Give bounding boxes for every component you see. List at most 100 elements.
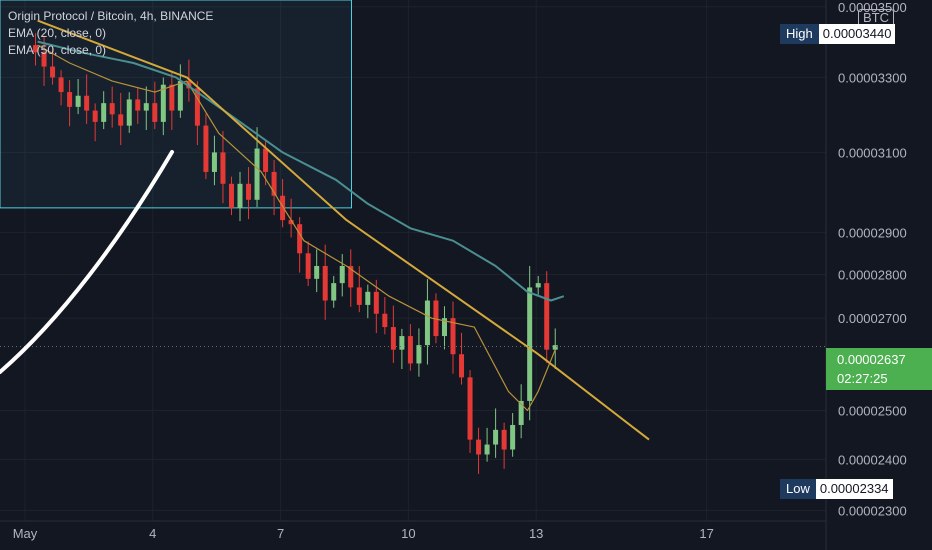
time-tick-label: 13 bbox=[529, 526, 543, 541]
candle-body bbox=[527, 287, 533, 401]
indicator-lines bbox=[0, 19, 826, 441]
high-value: 0.00003440 bbox=[818, 24, 896, 44]
candle-body bbox=[126, 99, 132, 126]
candle-body bbox=[203, 125, 209, 172]
price-tick-label: 0.00002900 bbox=[838, 225, 907, 240]
candle-body bbox=[365, 291, 371, 305]
time-tick-label: 10 bbox=[401, 526, 415, 541]
candle-body bbox=[280, 195, 286, 221]
candle-body bbox=[348, 265, 354, 288]
current-price-tag: 0.00002637 02:27:25 bbox=[826, 348, 932, 390]
ema50-line bbox=[37, 40, 565, 302]
low-label: Low bbox=[786, 481, 810, 496]
candle-body bbox=[390, 327, 396, 350]
candle-body bbox=[416, 345, 422, 364]
candle-body bbox=[118, 114, 124, 126]
candle-body bbox=[143, 103, 149, 111]
low-value: 0.00002334 bbox=[815, 479, 893, 499]
symbol-title[interactable]: Origin Protocol / Bitcoin, 4h, BINANCE bbox=[8, 9, 214, 23]
candle-body bbox=[152, 103, 158, 122]
chart-legend: Origin Protocol / Bitcoin, 4h, BINANCE E… bbox=[8, 8, 213, 59]
low-tag: Low 0.00002334 bbox=[780, 479, 893, 499]
candle-body bbox=[288, 220, 294, 225]
candle-body bbox=[339, 265, 345, 284]
candle-body bbox=[467, 377, 473, 440]
candle-body bbox=[322, 265, 328, 301]
candle-body bbox=[92, 110, 98, 122]
time-tick-label: 7 bbox=[277, 526, 284, 541]
time-axis[interactable]: May 4 7 10 13 17 bbox=[0, 520, 826, 541]
ema50-legend[interactable]: EMA (50, close, 0) bbox=[8, 43, 107, 57]
candle-body bbox=[67, 92, 73, 107]
candle-body bbox=[254, 148, 260, 200]
candle-body bbox=[41, 52, 47, 67]
time-tick-label: 4 bbox=[149, 526, 156, 541]
candle-body bbox=[441, 318, 447, 337]
candle-body bbox=[297, 224, 303, 254]
price-tick-label: 0.00003100 bbox=[838, 145, 907, 160]
current-price: 0.00002637 bbox=[837, 352, 906, 367]
candle-body bbox=[373, 291, 379, 314]
price-axis[interactable]: 0.00003500 0.00003300 0.00003100 0.00002900… bbox=[825, 0, 907, 550]
candle-body bbox=[476, 439, 482, 455]
candlesticks bbox=[33, 33, 558, 474]
price-tick-label: 0.00002300 bbox=[838, 504, 907, 519]
candle-body bbox=[331, 283, 337, 301]
candle-body bbox=[263, 148, 269, 172]
candle-body bbox=[501, 429, 507, 450]
candle-body bbox=[177, 81, 183, 111]
arrow-curve bbox=[0, 150, 174, 374]
candle-body bbox=[211, 152, 217, 172]
candle-body bbox=[433, 300, 439, 337]
candle-body bbox=[58, 77, 64, 93]
ema20-line bbox=[37, 44, 556, 412]
candle-body bbox=[75, 95, 81, 107]
candle-body bbox=[101, 103, 107, 122]
candle-body bbox=[50, 66, 56, 78]
time-tick-label: 17 bbox=[699, 526, 713, 541]
price-tick-label: 0.00002400 bbox=[838, 452, 907, 467]
candle-body bbox=[135, 99, 141, 111]
price-tick-label: 0.00003300 bbox=[838, 70, 907, 85]
candle-body bbox=[356, 287, 362, 305]
candle-body bbox=[271, 171, 277, 196]
candle-body bbox=[450, 318, 456, 355]
candle-body bbox=[228, 183, 234, 208]
candle-body bbox=[544, 283, 550, 350]
candle-body bbox=[510, 424, 516, 450]
price-tick-label: 0.00002700 bbox=[838, 311, 907, 326]
candle-body bbox=[305, 253, 311, 279]
candle-body bbox=[33, 45, 39, 53]
candle-body bbox=[518, 400, 524, 425]
candle-body bbox=[552, 345, 558, 350]
drawn-arrow[interactable] bbox=[0, 150, 174, 374]
candle-body bbox=[109, 103, 115, 115]
price-tick-label: 0.00002500 bbox=[838, 403, 907, 418]
candle-body bbox=[399, 336, 405, 350]
candle-body bbox=[84, 95, 90, 111]
candle-body bbox=[459, 354, 465, 378]
candle-body bbox=[382, 313, 388, 328]
candle-body bbox=[246, 183, 252, 200]
price-tick-label: 0.00003500 bbox=[838, 0, 907, 15]
candle-body bbox=[169, 84, 175, 111]
candle-body bbox=[484, 444, 490, 455]
candle-body bbox=[535, 283, 541, 288]
candle-body bbox=[194, 88, 200, 126]
time-tick-label: May bbox=[13, 526, 38, 541]
candle-body bbox=[424, 300, 430, 346]
high-tag: High 0.00003440 bbox=[780, 24, 896, 44]
candle-body bbox=[237, 183, 243, 208]
bar-countdown: 02:27:25 bbox=[837, 371, 888, 386]
chart-grid bbox=[0, 0, 826, 521]
ema20-legend[interactable]: EMA (20, close, 0) bbox=[8, 26, 107, 40]
trend-line bbox=[37, 19, 650, 441]
candle-body bbox=[407, 336, 413, 364]
candle-body bbox=[220, 152, 226, 184]
price-tick-label: 0.00002800 bbox=[838, 268, 907, 283]
candle-body bbox=[160, 84, 166, 122]
candle-body bbox=[493, 429, 499, 445]
candle-body bbox=[314, 265, 320, 279]
high-label: High bbox=[786, 26, 813, 41]
